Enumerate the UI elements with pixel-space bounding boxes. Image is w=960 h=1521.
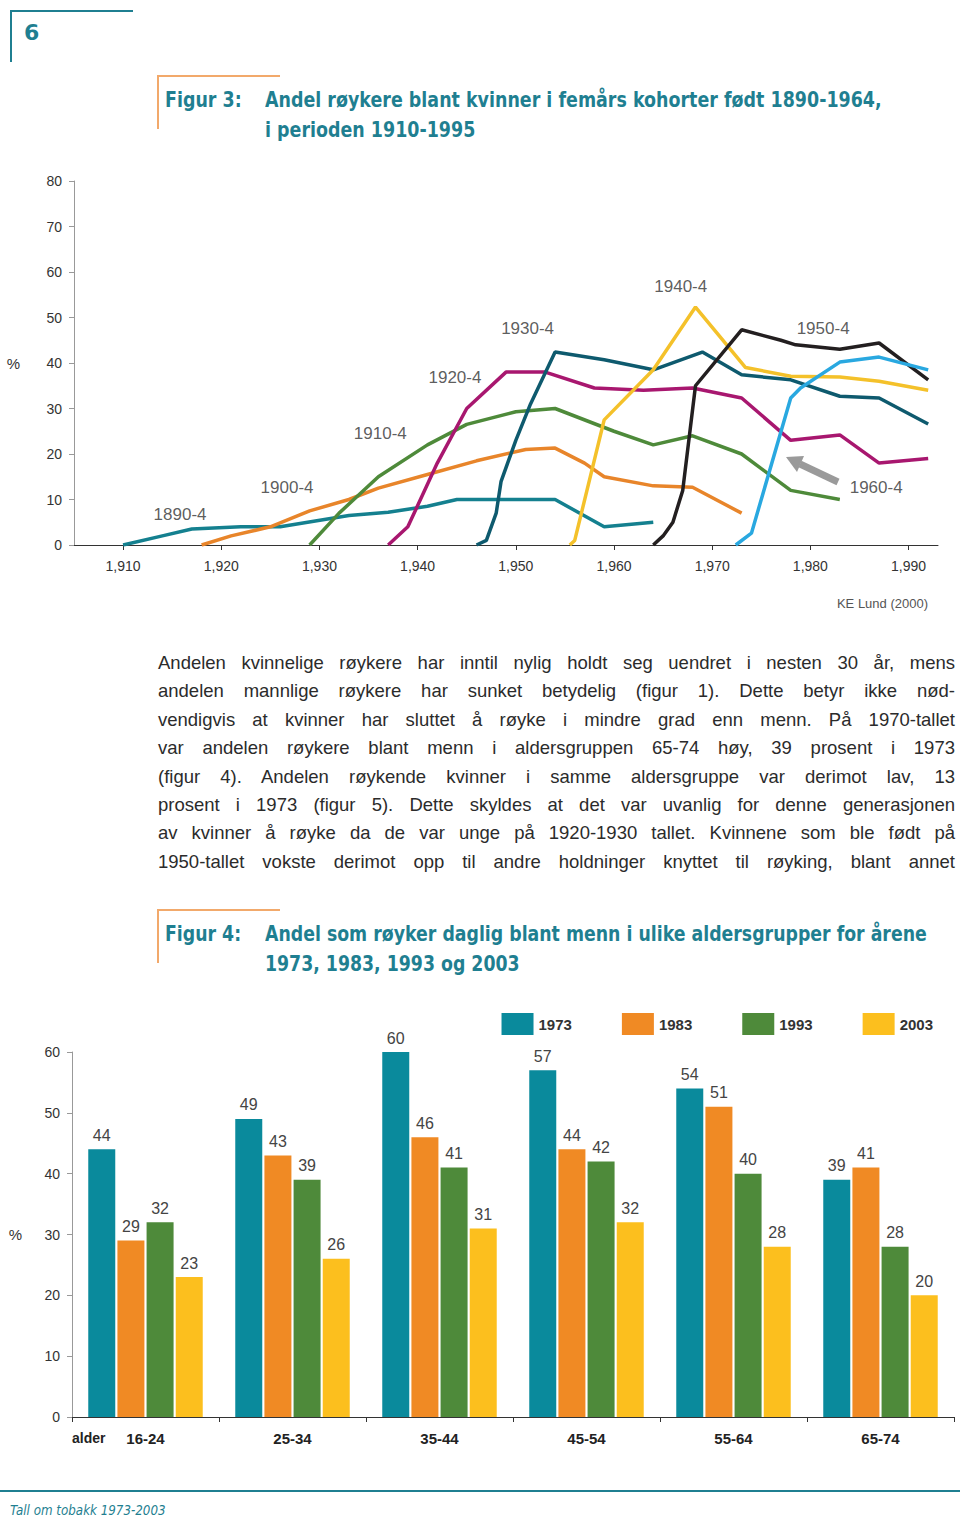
svg-text:70: 70 [46, 219, 62, 235]
svg-text:1960-4: 1960-4 [850, 478, 903, 497]
svg-text:0: 0 [54, 537, 62, 553]
svg-text:46: 46 [416, 1115, 434, 1132]
svg-text:20: 20 [915, 1273, 933, 1290]
html-text:andelen mannlige røykere har s: andelen mannlige røykere har sunket bety… [158, 680, 955, 702]
svg-text:51: 51 [710, 1084, 728, 1101]
svg-text:44: 44 [563, 1127, 581, 1144]
svg-text:1940-4: 1940-4 [654, 277, 707, 296]
svg-text:30: 30 [44, 1227, 60, 1243]
html-text:prosent i 1973 (figur 5). Dett: prosent i 1973 (figur 5). Dette skyldes … [158, 794, 955, 815]
svg-text:%: % [9, 1226, 22, 1243]
svg-text:20: 20 [44, 1287, 60, 1303]
svg-text:1900-4: 1900-4 [261, 478, 314, 497]
svg-text:55-64: 55-64 [714, 1430, 753, 1447]
svg-text:32: 32 [621, 1200, 639, 1217]
svg-text:%: % [7, 355, 20, 372]
svg-text:10: 10 [44, 1348, 60, 1364]
svg-text:41: 41 [445, 1145, 463, 1162]
html-text:Andelen kvinnelige røykere har: Andelen kvinnelige røykere har inntil ny… [158, 652, 955, 673]
svg-text:30: 30 [46, 401, 62, 417]
html-text:var andelen røykere blant menn: var andelen røykere blant menn i aldersg… [158, 737, 955, 759]
svg-text:40: 40 [46, 355, 62, 371]
svg-text:0: 0 [52, 1409, 60, 1425]
html-text:i perioden 1910-1995: i perioden 1910-1995 [265, 118, 476, 142]
svg-text:45-54: 45-54 [567, 1430, 606, 1447]
svg-text:1973: 1973 [539, 1016, 572, 1033]
svg-text:41: 41 [857, 1145, 875, 1162]
html-text:(figur 4). Andelen røykende kv: (figur 4). Andelen røykende kvinner i sa… [158, 765, 955, 787]
svg-text:44: 44 [93, 1127, 111, 1144]
svg-text:31: 31 [474, 1206, 492, 1223]
svg-text:1930-4: 1930-4 [501, 319, 554, 338]
svg-text:1,930: 1,930 [302, 558, 337, 574]
html-text:Andel røykere blant kvinner i: Andel røykere blant kvinner i femårs koh… [265, 88, 882, 112]
svg-text:20: 20 [46, 446, 62, 462]
svg-text:28: 28 [886, 1224, 904, 1241]
svg-text:26: 26 [327, 1236, 345, 1253]
html-text:6: 6 [24, 20, 40, 45]
svg-text:60: 60 [44, 1044, 60, 1060]
html-text:Andel som røyker daglig blant: Andel som røyker daglig blant menn i uli… [265, 922, 927, 946]
svg-text:1,970: 1,970 [695, 558, 730, 574]
svg-text:35-44: 35-44 [420, 1430, 459, 1447]
svg-text:1,980: 1,980 [793, 558, 828, 574]
svg-text:25-34: 25-34 [273, 1430, 312, 1447]
svg-text:2003: 2003 [900, 1016, 933, 1033]
svg-text:alder: alder [72, 1430, 106, 1446]
svg-text:1,940: 1,940 [400, 558, 435, 574]
svg-text:65-74: 65-74 [861, 1430, 900, 1447]
html-text:1973, 1983, 1993 og 2003: 1973, 1983, 1993 og 2003 [265, 952, 520, 976]
svg-text:42: 42 [592, 1139, 610, 1156]
svg-text:60: 60 [46, 264, 62, 280]
svg-text:32: 32 [151, 1200, 169, 1217]
svg-text:1,910: 1,910 [106, 558, 141, 574]
svg-text:1,920: 1,920 [204, 558, 239, 574]
html-text:vendigvis at kvinner har slutt: vendigvis at kvinner har sluttet å røyke… [158, 708, 955, 730]
html-text:Figur 4:: Figur 4: [165, 922, 242, 946]
svg-text:60: 60 [387, 1030, 405, 1047]
svg-text:50: 50 [46, 310, 62, 326]
html-text:Tall om tobakk 1973-2003: Tall om tobakk 1973-2003 [10, 1502, 166, 1518]
html-text:1950-tallet vokste derimot opp: 1950-tallet vokste derimot opp til andre… [158, 850, 955, 872]
svg-text:39: 39 [828, 1157, 846, 1174]
svg-text:39: 39 [298, 1157, 316, 1174]
svg-text:43: 43 [269, 1133, 287, 1150]
svg-text:49: 49 [240, 1096, 258, 1113]
svg-text:29: 29 [122, 1218, 140, 1235]
svg-text:16-24: 16-24 [126, 1430, 165, 1447]
svg-text:28: 28 [768, 1224, 786, 1241]
svg-text:40: 40 [739, 1151, 757, 1168]
svg-text:1983: 1983 [659, 1016, 692, 1033]
html-text:av kvinner å røyke da de var u: av kvinner å røyke da de var unge på 192… [158, 822, 955, 844]
svg-text:10: 10 [46, 492, 62, 508]
svg-text:50: 50 [44, 1105, 60, 1121]
svg-text:1910-4: 1910-4 [354, 424, 407, 443]
svg-text:80: 80 [46, 173, 62, 189]
svg-text:40: 40 [44, 1166, 60, 1182]
svg-text:1890-4: 1890-4 [154, 505, 207, 524]
svg-text:1,950: 1,950 [498, 558, 533, 574]
svg-text:1,990: 1,990 [891, 558, 926, 574]
svg-text:1993: 1993 [779, 1016, 812, 1033]
svg-text:1920-4: 1920-4 [428, 368, 481, 387]
svg-text:23: 23 [180, 1255, 198, 1272]
svg-text:1950-4: 1950-4 [797, 319, 850, 338]
html-text:KE Lund (2000): KE Lund (2000) [836, 596, 928, 611]
svg-text:54: 54 [681, 1066, 699, 1083]
html-text:Figur 3:: Figur 3: [165, 88, 242, 112]
svg-text:1,960: 1,960 [596, 558, 631, 574]
svg-text:57: 57 [534, 1048, 552, 1065]
